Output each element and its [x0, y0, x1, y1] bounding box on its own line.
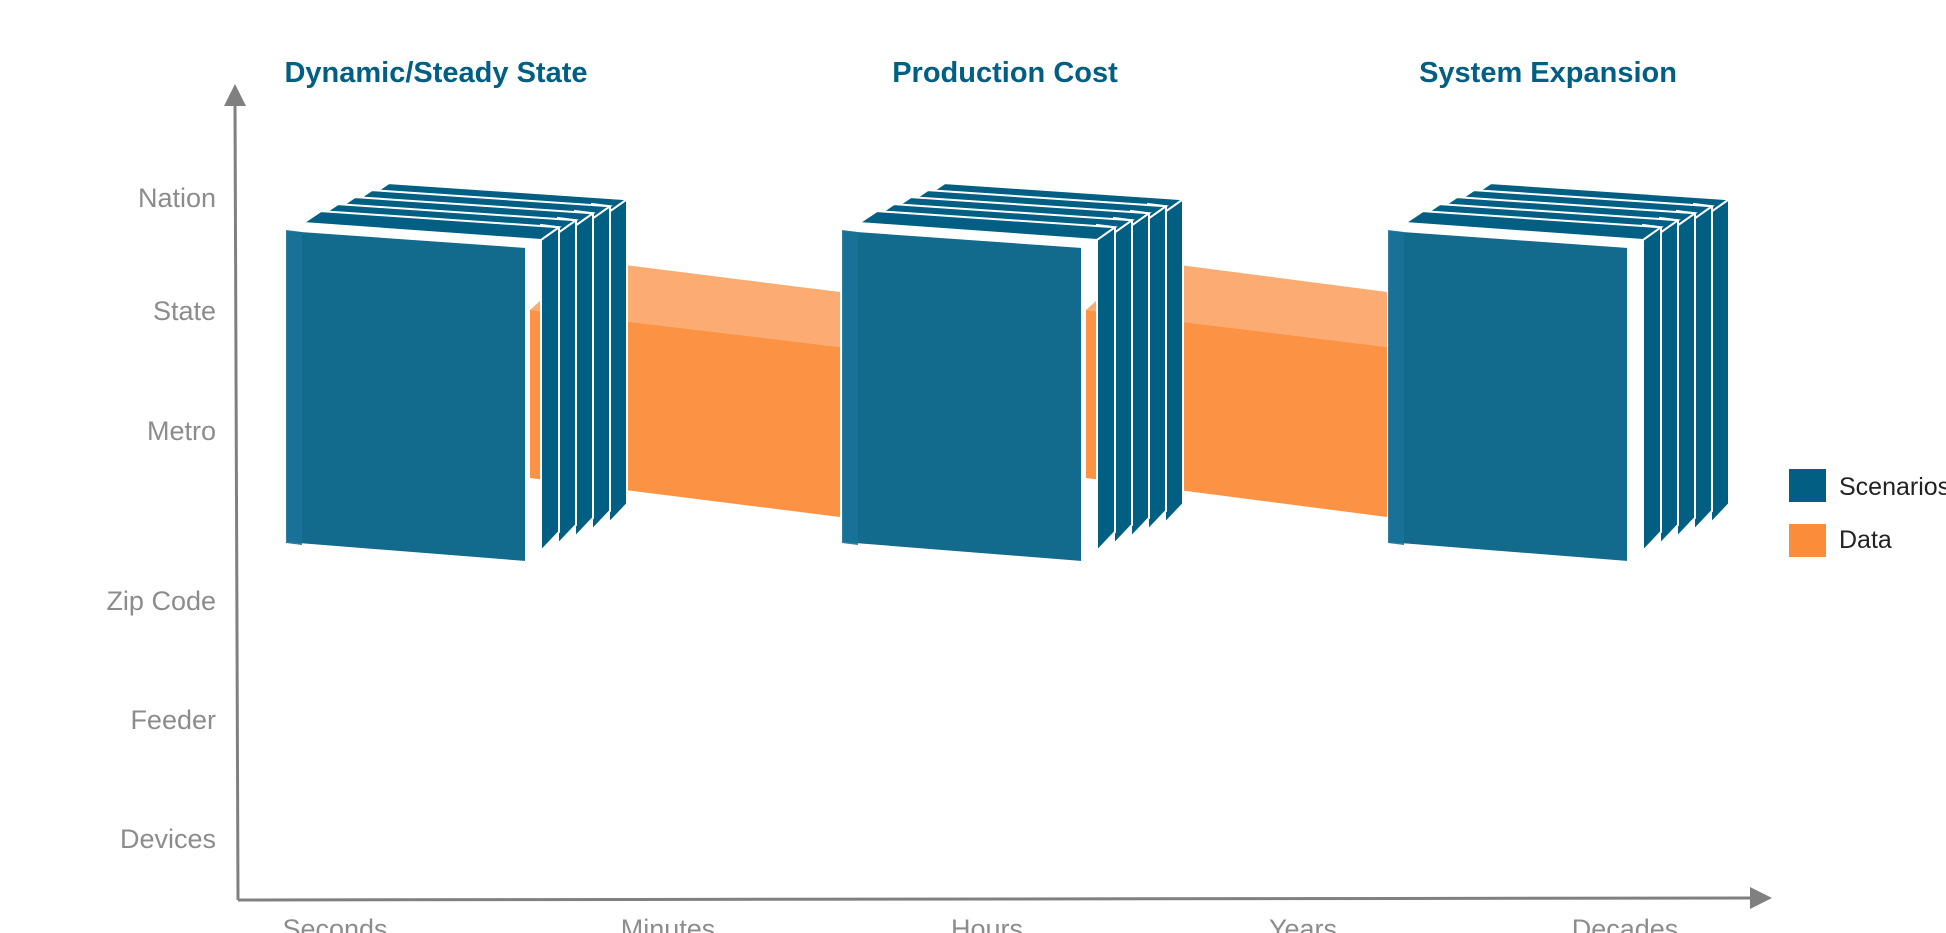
x-axis-arrow	[1750, 887, 1772, 909]
group-title-dynamic-steady-state: Dynamic/Steady State	[284, 57, 587, 89]
scenario-panel-back-1	[540, 223, 560, 554]
scenario-panel-back-2	[1113, 216, 1133, 547]
y-label-nation: Nation	[138, 183, 216, 213]
y-axis-line	[233, 101, 240, 901]
scenario-stack-production-cost	[841, 182, 1186, 564]
legend-swatch-scenarios	[1789, 469, 1826, 502]
y-axis-arrow	[224, 84, 246, 106]
x-axis-line	[237, 896, 1753, 902]
scenario-panel-back-3	[574, 209, 594, 540]
x-axis-labels: Seconds Minutes Hours Years Decades	[282, 914, 1678, 933]
scenario-panel-front-edge	[1388, 230, 1404, 545]
scenario-panel-back-4	[591, 202, 611, 533]
scenario-panel-top-1	[1401, 210, 1664, 242]
group-title-production-cost: Production Cost	[892, 57, 1118, 89]
scenario-panel-back-4	[1693, 202, 1713, 533]
x-label-seconds: Seconds	[282, 914, 387, 933]
y-label-metro: Metro	[147, 416, 216, 446]
scenario-panel-front-edge	[842, 230, 858, 545]
scenario-panel-top-1	[855, 210, 1118, 242]
y-label-state: State	[153, 296, 216, 326]
scenario-panel-back-5	[1164, 195, 1184, 526]
y-axis-labels: Nation State Metro Zip Code Feeder Devic…	[106, 183, 216, 854]
x-label-years: Years	[1269, 914, 1337, 933]
scenario-panel-back-1	[1642, 223, 1662, 554]
y-label-devices: Devices	[120, 824, 216, 854]
legend-label-scenarios: Scenarios	[1839, 473, 1946, 501]
legend-swatch-data	[1789, 524, 1826, 557]
scenario-panel-front	[285, 228, 527, 564]
y-label-feeder: Feeder	[130, 705, 216, 735]
scenario-panel-front	[1387, 228, 1629, 564]
scenario-stack-system-expansion	[1387, 182, 1732, 564]
scenario-panel-back-2	[1659, 216, 1679, 547]
group-titles: Dynamic/Steady State Production Cost Sys…	[284, 57, 1676, 89]
scenario-stack-dynamic-steady-state	[285, 182, 630, 564]
scenario-panel-top-1	[299, 210, 562, 242]
scenario-panel-back-1	[1096, 223, 1116, 554]
scenario-panel-back-5	[608, 195, 628, 526]
scenario-panel-back-2	[557, 216, 577, 547]
x-label-minutes: Minutes	[621, 914, 716, 933]
scenario-panel-front-edge	[286, 230, 302, 545]
scenario-panel-back-3	[1676, 209, 1696, 540]
scenario-panel-back-4	[1147, 202, 1167, 533]
scenario-panel-back-3	[1130, 209, 1150, 540]
y-label-zip-code: Zip Code	[106, 586, 216, 616]
scenario-panel-front	[841, 228, 1083, 564]
group-title-system-expansion: System Expansion	[1419, 57, 1677, 89]
legend: Scenarios Data	[1789, 469, 1946, 557]
legend-label-data: Data	[1839, 526, 1892, 554]
x-label-decades: Decades	[1572, 914, 1679, 933]
scenario-panel-back-5	[1710, 195, 1730, 526]
axes	[224, 84, 1772, 909]
x-label-hours: Hours	[951, 914, 1023, 933]
